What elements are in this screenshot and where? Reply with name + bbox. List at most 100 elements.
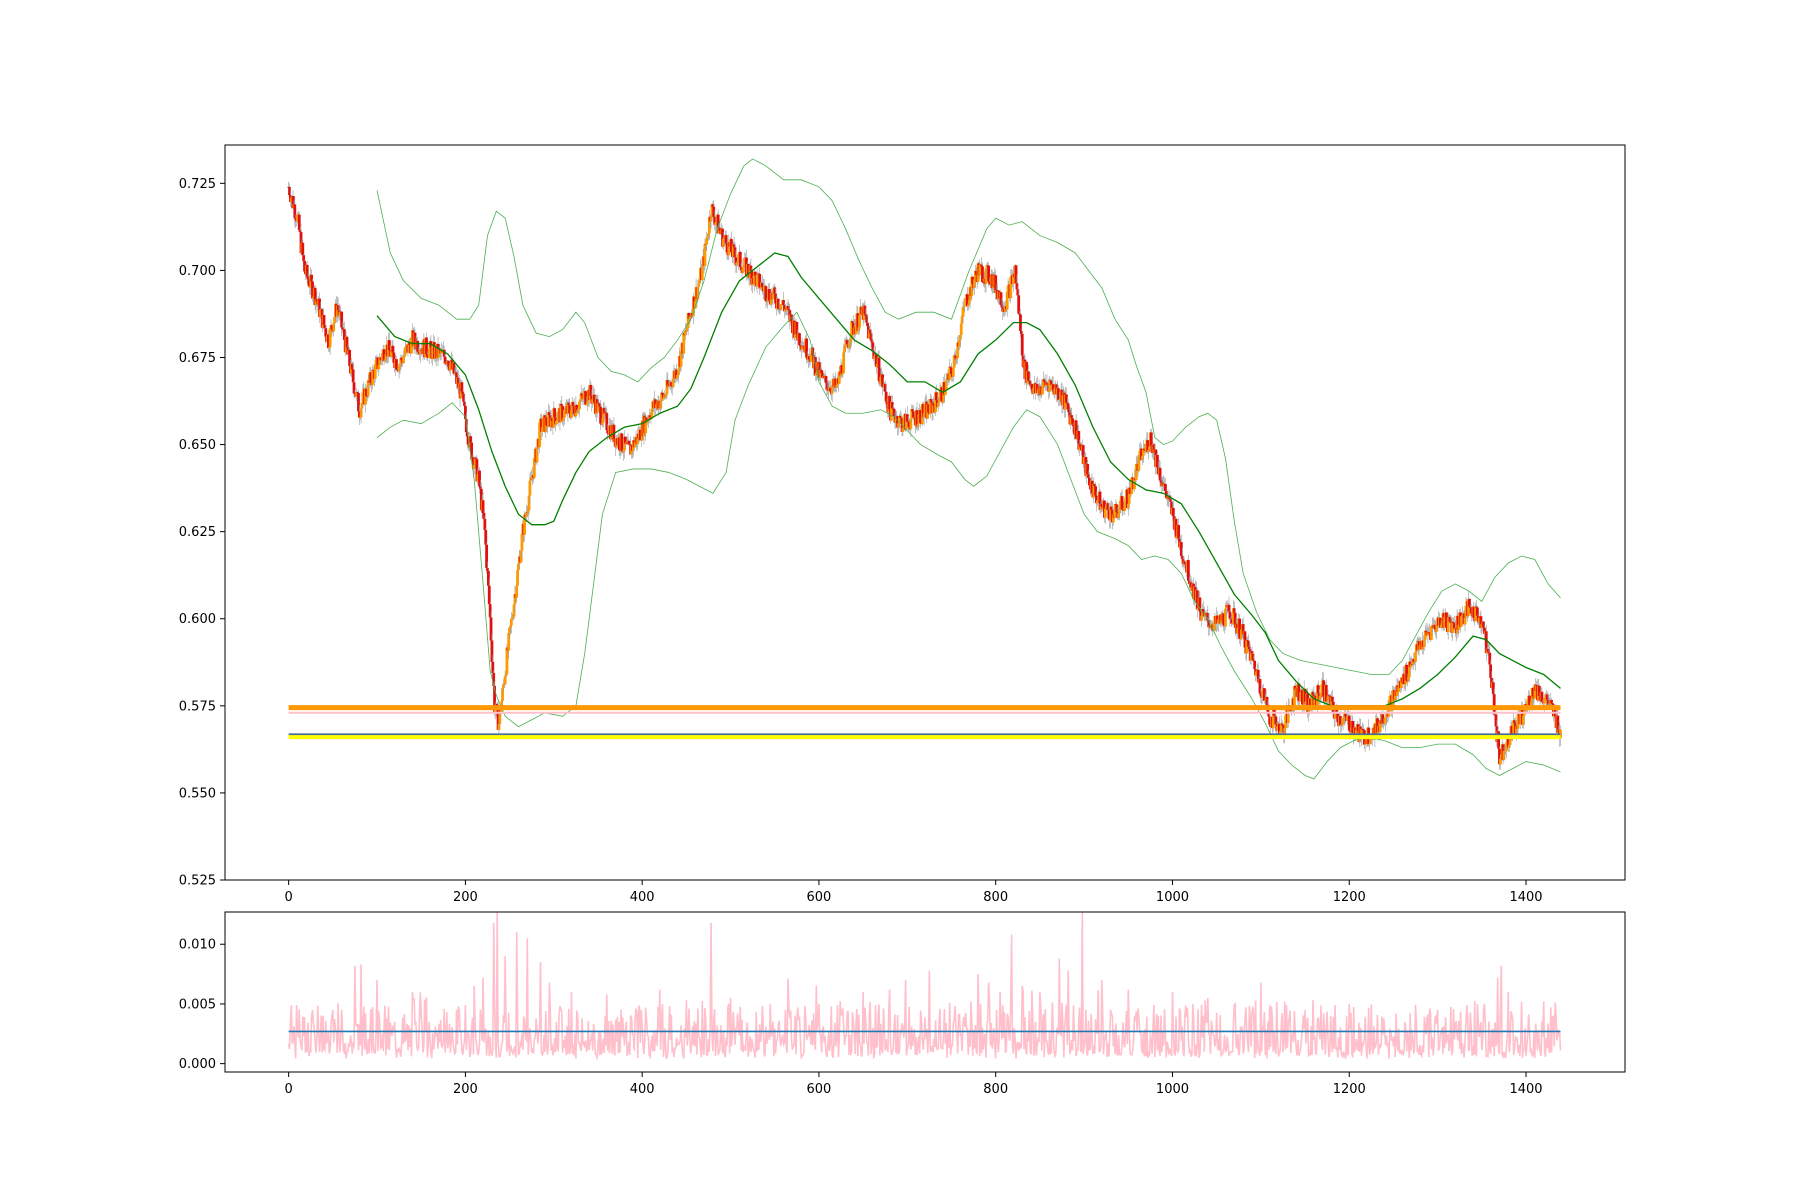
candle-body xyxy=(1274,716,1278,725)
candle-body xyxy=(669,382,673,386)
candle xyxy=(1109,501,1113,529)
candle-body xyxy=(486,568,489,571)
candle-body xyxy=(1397,686,1401,692)
candle-body xyxy=(1238,618,1242,640)
candle-body xyxy=(294,218,298,220)
candle-body xyxy=(575,404,579,413)
candle xyxy=(1233,608,1237,636)
candle-body xyxy=(1544,697,1547,699)
candle-body xyxy=(1027,371,1030,381)
candle-body xyxy=(647,415,651,421)
candle-body xyxy=(1207,620,1211,628)
candle xyxy=(1036,388,1040,400)
candle-body xyxy=(1263,699,1267,701)
candle-body xyxy=(1258,679,1262,694)
candle-body xyxy=(1499,755,1503,759)
candle-body xyxy=(1497,731,1501,749)
candle xyxy=(1174,517,1178,544)
candle-body xyxy=(310,274,314,282)
candle-body xyxy=(1028,381,1032,386)
candle-body xyxy=(1320,684,1324,694)
candle-body xyxy=(425,337,428,355)
candle-body xyxy=(299,232,303,254)
candle-body xyxy=(1546,699,1550,706)
candle-body xyxy=(1483,627,1486,634)
candle-body xyxy=(1409,663,1413,668)
candle-body xyxy=(865,315,869,323)
candle xyxy=(857,326,861,336)
candle-body xyxy=(741,267,745,273)
volatility-y-tick-label: 0.010 xyxy=(179,938,216,953)
candle-body xyxy=(882,386,885,388)
candle-body xyxy=(869,333,873,341)
candle-body xyxy=(427,348,431,358)
candle-body xyxy=(885,401,889,405)
candle xyxy=(1326,689,1330,706)
candle-body xyxy=(633,442,637,448)
candle xyxy=(662,390,666,400)
candle-body xyxy=(890,402,893,421)
candle-body xyxy=(677,369,680,376)
candle-body xyxy=(1452,621,1455,624)
candle-body xyxy=(1186,560,1190,581)
volatility-y-tick-label: 0.000 xyxy=(179,1057,216,1072)
candle xyxy=(313,284,317,311)
candle-body xyxy=(597,402,601,404)
candle xyxy=(943,373,946,403)
candle-body xyxy=(580,393,584,397)
candle-body xyxy=(1456,615,1460,630)
candle-body xyxy=(1314,696,1318,699)
candle-body xyxy=(620,433,624,451)
candle-body xyxy=(1477,618,1481,623)
candle-body xyxy=(601,407,605,423)
candle xyxy=(771,292,775,306)
candle xyxy=(962,298,966,311)
candle-body xyxy=(1228,611,1232,619)
candle xyxy=(743,252,747,272)
candle-body xyxy=(1468,598,1471,607)
candle-body xyxy=(1243,631,1247,648)
candle-body xyxy=(474,457,478,460)
candle xyxy=(840,362,844,378)
candle-body xyxy=(1331,696,1334,702)
candle xyxy=(758,267,762,295)
candle-body xyxy=(1156,454,1159,468)
candle-body xyxy=(527,495,531,511)
candle-body xyxy=(771,293,775,300)
candle-body xyxy=(1480,624,1484,629)
candle xyxy=(1424,623,1428,634)
candle-body xyxy=(358,417,362,419)
candle-body xyxy=(378,357,382,366)
bollinger-lower-band xyxy=(376,311,1561,780)
candle-body xyxy=(1071,418,1075,425)
candle xyxy=(1498,746,1501,770)
candle-body xyxy=(1249,651,1253,661)
candle-body xyxy=(1140,448,1143,461)
candle-body xyxy=(568,405,572,414)
candle xyxy=(677,368,680,384)
candle xyxy=(357,389,360,412)
candle-body xyxy=(1069,415,1073,425)
candle-body xyxy=(1110,506,1113,511)
candle xyxy=(1505,739,1508,759)
candle-body xyxy=(783,308,787,312)
candle xyxy=(366,374,370,399)
candle xyxy=(1297,677,1301,708)
candle xyxy=(374,356,378,365)
candle-body xyxy=(849,338,853,343)
candle-body xyxy=(1298,700,1302,702)
candle-body xyxy=(1259,693,1263,696)
volatility-x-tick-label: 600 xyxy=(807,1082,832,1097)
candle-body xyxy=(486,570,490,586)
candle-body xyxy=(787,308,791,311)
volatility-x-tick-label: 400 xyxy=(630,1082,655,1097)
candle-body xyxy=(476,474,480,482)
candle-body xyxy=(589,384,593,397)
candle-body xyxy=(1072,424,1075,427)
candle xyxy=(907,417,911,434)
candle-body xyxy=(1399,677,1403,689)
candle xyxy=(1018,310,1021,315)
candle-body xyxy=(570,410,573,418)
candle-body xyxy=(1232,608,1236,613)
candle xyxy=(768,282,771,303)
